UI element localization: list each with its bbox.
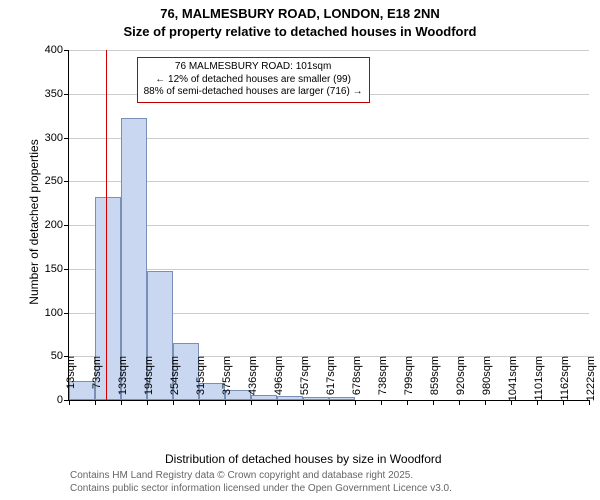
chart-title-line1: 76, MALMESBURY ROAD, LONDON, E18 2NN bbox=[0, 6, 600, 21]
gridline bbox=[69, 225, 589, 226]
x-tick-label: 920sqm bbox=[455, 356, 467, 406]
y-tick-label: 350 bbox=[45, 88, 69, 100]
annotation-line2: ← 12% of detached houses are smaller (99… bbox=[144, 74, 363, 87]
x-tick-label: 496sqm bbox=[273, 356, 285, 406]
attribution-line1: Contains HM Land Registry data © Crown c… bbox=[70, 470, 413, 481]
y-tick-label: 400 bbox=[45, 44, 69, 56]
y-tick-label: 150 bbox=[45, 263, 69, 275]
annotation-box: 76 MALMESBURY ROAD: 101sqm← 12% of detac… bbox=[137, 57, 370, 103]
x-tick-label: 13sqm bbox=[65, 356, 77, 406]
x-tick-label: 73sqm bbox=[91, 356, 103, 406]
x-tick-label: 375sqm bbox=[221, 356, 233, 406]
gridline bbox=[69, 138, 589, 139]
x-tick-label: 194sqm bbox=[143, 356, 155, 406]
x-tick-label: 678sqm bbox=[351, 356, 363, 406]
gridline bbox=[69, 50, 589, 51]
x-tick-label: 1041sqm bbox=[507, 356, 519, 406]
y-tick-label: 300 bbox=[45, 132, 69, 144]
x-tick-label: 436sqm bbox=[247, 356, 259, 406]
y-axis-label: Number of detached properties bbox=[27, 122, 41, 322]
x-tick-label: 980sqm bbox=[481, 356, 493, 406]
x-tick-label: 1101sqm bbox=[533, 356, 545, 406]
chart-container: 76, MALMESBURY ROAD, LONDON, E18 2NN Siz… bbox=[0, 0, 600, 500]
plot-area: 05010015020025030035040013sqm73sqm133sqm… bbox=[68, 50, 589, 401]
attribution-line2: Contains public sector information licen… bbox=[70, 483, 452, 494]
annotation-line3: 88% of semi-detached houses are larger (… bbox=[144, 86, 363, 99]
gridline bbox=[69, 181, 589, 182]
chart-title-line2: Size of property relative to detached ho… bbox=[0, 24, 600, 39]
y-tick-label: 250 bbox=[45, 175, 69, 187]
x-tick-label: 133sqm bbox=[117, 356, 129, 406]
x-tick-label: 738sqm bbox=[377, 356, 389, 406]
annotation-line1: 76 MALMESBURY ROAD: 101sqm bbox=[144, 61, 363, 74]
x-axis-label: Distribution of detached houses by size … bbox=[165, 452, 442, 466]
x-tick-label: 799sqm bbox=[403, 356, 415, 406]
x-tick-label: 315sqm bbox=[195, 356, 207, 406]
y-tick-label: 100 bbox=[45, 307, 69, 319]
x-tick-label: 1162sqm bbox=[559, 356, 571, 406]
x-tick-label: 254sqm bbox=[169, 356, 181, 406]
x-tick-label: 557sqm bbox=[299, 356, 311, 406]
gridline bbox=[69, 269, 589, 270]
x-tick-label: 617sqm bbox=[325, 356, 337, 406]
y-tick-label: 200 bbox=[45, 219, 69, 231]
x-tick-label: 1222sqm bbox=[585, 356, 597, 406]
reference-line bbox=[106, 50, 107, 400]
x-tick-label: 859sqm bbox=[429, 356, 441, 406]
